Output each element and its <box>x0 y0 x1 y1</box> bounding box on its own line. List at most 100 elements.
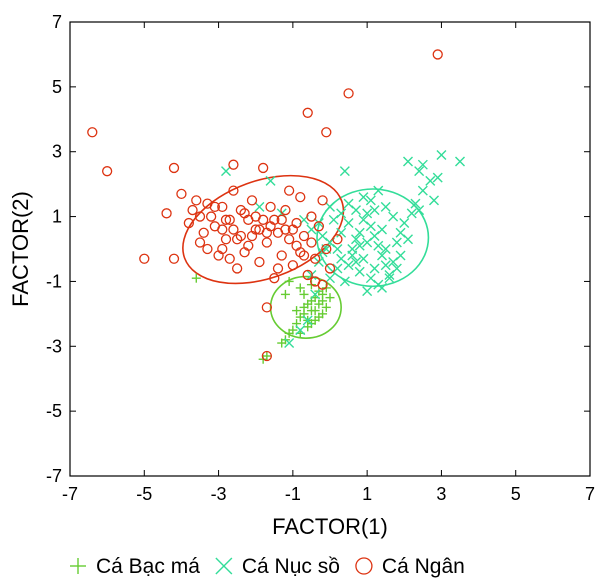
point-x-b <box>343 260 354 271</box>
point-circle <box>101 166 113 177</box>
x-tick-label: -7 <box>62 484 78 504</box>
point-x-b <box>429 195 439 206</box>
point-circle <box>254 256 265 268</box>
point-x <box>336 208 347 219</box>
point-x-b <box>313 218 324 229</box>
legend-marker-x <box>215 557 233 575</box>
point-circle <box>269 273 280 284</box>
point-x-b <box>351 234 361 245</box>
point-x <box>432 172 443 183</box>
point-x <box>373 185 384 196</box>
point-x <box>384 273 395 284</box>
point-x <box>336 227 347 238</box>
point-x-b <box>284 338 295 349</box>
point-x <box>221 166 231 177</box>
legend-label: Cá Nục sồ <box>242 555 340 578</box>
legend-label: Cá Bạc má <box>96 555 200 578</box>
point-x <box>391 237 402 248</box>
x-tick-label: -1 <box>285 484 301 504</box>
point-x-b <box>369 263 380 274</box>
point-circle <box>194 237 206 248</box>
point-x <box>365 273 376 284</box>
point-x-b <box>414 205 425 216</box>
point-x-b <box>354 240 365 251</box>
point-circle <box>272 263 284 274</box>
legend-marker-circle <box>355 557 373 575</box>
point-x-b <box>369 205 380 216</box>
point-circle <box>220 214 232 225</box>
point-plus <box>295 283 305 293</box>
legend-label: Cá Ngân <box>382 555 465 578</box>
point-x-b <box>221 166 231 177</box>
point-circle <box>224 214 235 225</box>
point-circle <box>176 188 187 200</box>
point-plus <box>284 276 294 286</box>
point-x <box>284 338 295 349</box>
point-x-b <box>391 237 402 248</box>
ellipse-plus <box>269 275 342 339</box>
x-tick-label: 5 <box>511 484 521 504</box>
point-x <box>351 256 361 267</box>
x-axis-title: FACTOR(1) <box>272 514 388 539</box>
point-x-b <box>395 227 406 238</box>
point-x-b <box>358 192 369 203</box>
point-x <box>313 218 324 229</box>
point-x <box>362 208 373 219</box>
point-circle <box>298 250 310 261</box>
point-x <box>354 227 365 238</box>
point-x <box>343 260 354 271</box>
point-x <box>369 205 380 216</box>
data-points <box>87 49 465 364</box>
point-circle <box>87 127 98 138</box>
point-circle <box>235 230 247 242</box>
point-x-b <box>358 253 369 264</box>
point-x-b <box>432 172 443 183</box>
point-circle <box>283 185 295 196</box>
point-x <box>373 240 384 251</box>
point-x-b <box>362 286 373 297</box>
point-x <box>302 315 313 326</box>
point-circle <box>224 253 235 264</box>
point-circle <box>295 191 306 203</box>
point-x-b <box>380 244 391 254</box>
point-x-b <box>332 244 343 254</box>
point-x-b <box>403 234 413 245</box>
point-circle <box>432 49 443 60</box>
point-circle <box>276 214 287 225</box>
point-x-b <box>377 224 387 235</box>
point-circle <box>217 224 228 235</box>
point-x <box>410 198 421 209</box>
point-x <box>365 195 376 206</box>
point-plus <box>321 302 331 312</box>
point-circle <box>220 234 232 245</box>
point-circle <box>261 302 273 313</box>
point-x-b <box>351 205 361 216</box>
point-circle <box>324 263 336 274</box>
point-x-b <box>406 208 417 219</box>
point-x <box>325 201 335 212</box>
point-circle <box>202 243 213 255</box>
point-plus <box>262 351 272 361</box>
point-x <box>365 221 376 232</box>
point-x-b <box>391 263 402 274</box>
y-axis-title: FACTOR(2) <box>8 191 33 307</box>
y-tick-label: -1 <box>46 271 62 291</box>
point-circle <box>183 217 195 229</box>
point-x-b <box>339 166 350 177</box>
point-plus <box>288 325 298 335</box>
point-x-b <box>354 227 365 238</box>
point-plus <box>310 306 320 316</box>
point-x-b <box>343 198 354 209</box>
point-plus <box>325 293 335 303</box>
point-x-b <box>254 201 265 212</box>
point-x-b <box>365 221 376 232</box>
point-x <box>369 263 380 274</box>
point-circle <box>198 227 209 238</box>
point-x <box>455 156 465 167</box>
point-x-b <box>336 208 347 219</box>
plot-frame <box>69 21 591 477</box>
x-tick-label: 7 <box>585 484 595 504</box>
point-circle <box>239 247 250 258</box>
point-x-b <box>362 237 373 248</box>
point-circle <box>202 198 213 209</box>
